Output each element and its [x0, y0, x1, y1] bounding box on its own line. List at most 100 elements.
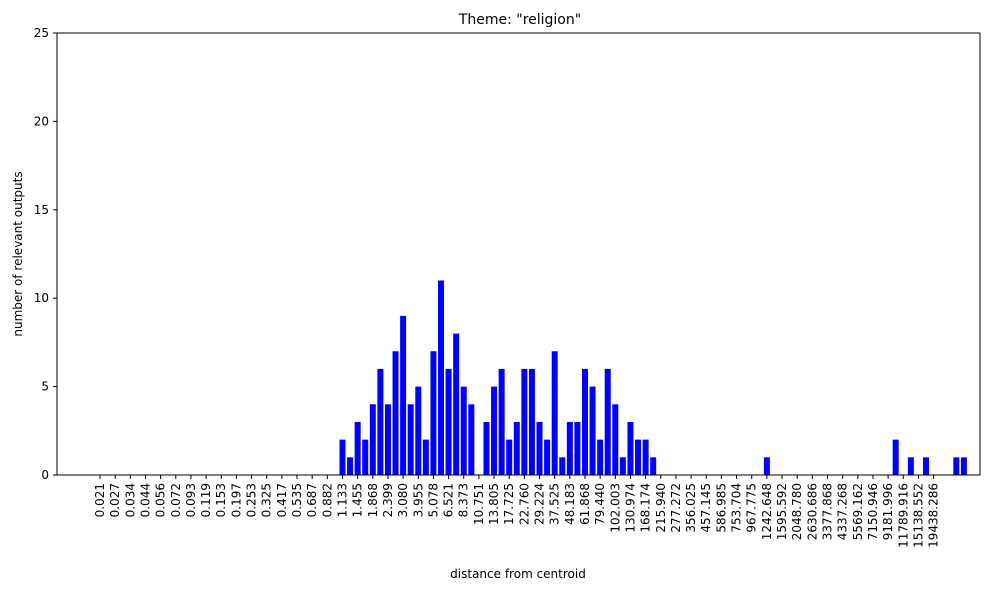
bar [354, 421, 361, 475]
x-tick-label: 13.805 [487, 483, 501, 525]
x-tick-label: 19438.286 [927, 483, 941, 548]
x-tick-label: 0.253 [245, 483, 259, 517]
x-tick-label: 2630.686 [805, 483, 819, 540]
bar [551, 351, 558, 475]
bar [400, 315, 407, 475]
x-tick-label: 22.760 [517, 483, 531, 525]
x-tick-label: 0.197 [229, 483, 243, 517]
x-tick-label: 3377.868 [820, 483, 834, 540]
x-tick-label: 15138.552 [911, 483, 925, 548]
y-tick-label: 20 [34, 114, 49, 128]
x-tick-label: 17.725 [502, 483, 516, 525]
x-tick-label: 4337.268 [836, 483, 850, 540]
bar [453, 333, 460, 475]
x-tick-label: 9181.996 [881, 483, 895, 540]
bar [362, 439, 369, 475]
x-tick-label: 79.440 [593, 483, 607, 525]
x-tick-label: 0.072 [169, 483, 183, 517]
x-axis: 0.021 0.027 0.034 0.044 0.056 0.072 0.093 0.119… [93, 475, 941, 548]
bar [619, 457, 626, 475]
bar [907, 457, 914, 475]
x-tick-label: 967.775 [745, 483, 759, 533]
x-tick-label: 0.325 [260, 483, 274, 517]
bar [597, 439, 604, 475]
x-tick-label: 0.093 [184, 483, 198, 517]
y-tick-label: 25 [34, 26, 49, 40]
x-tick-label: 3.955 [411, 483, 425, 517]
bar [953, 457, 960, 475]
x-tick-label: 1.133 [335, 483, 349, 517]
x-tick-label: 7150.946 [866, 483, 880, 540]
x-tick-label: 5569.162 [851, 483, 865, 540]
x-tick-label: 168.174 [639, 483, 653, 533]
x-tick-label: 1.455 [351, 483, 365, 517]
bar [468, 404, 475, 475]
x-tick-label: 0.119 [199, 483, 213, 517]
plot-frame [56, 32, 981, 476]
bar [923, 457, 930, 475]
x-tick-label: 0.417 [275, 483, 289, 517]
x-tick-label: 753.704 [730, 483, 744, 533]
x-tick-label: 277.272 [669, 483, 683, 533]
bar [445, 368, 452, 475]
bars-group [339, 280, 967, 475]
x-tick-label: 5.078 [426, 483, 440, 517]
bar [438, 280, 445, 475]
x-tick-label: 0.056 [154, 483, 168, 517]
x-tick-label: 102.003 [608, 483, 622, 533]
bar [392, 351, 399, 475]
bar [415, 386, 422, 475]
x-tick-label: 130.974 [623, 483, 637, 533]
y-axis-label: number of relevant outputs [11, 171, 25, 336]
x-tick-label: 215.940 [654, 483, 668, 533]
x-tick-label: 8.373 [457, 483, 471, 517]
bar [574, 421, 581, 475]
bar [604, 368, 611, 475]
x-tick-label: 0.044 [138, 483, 152, 517]
y-tick-label: 0 [41, 468, 49, 482]
bar [347, 457, 354, 475]
x-tick-label: 61.868 [578, 483, 592, 525]
x-tick-label: 457.145 [699, 483, 713, 533]
y-tick-label: 10 [34, 291, 49, 305]
bar [369, 404, 376, 475]
x-tick-label: 0.021 [93, 483, 107, 517]
bar [627, 421, 634, 475]
x-tick-label: 0.535 [290, 483, 304, 517]
bar [642, 439, 649, 475]
bar [483, 421, 490, 475]
x-tick-label: 0.027 [108, 483, 122, 517]
bar [528, 368, 535, 475]
x-tick-label: 10.751 [472, 483, 486, 525]
bar [498, 368, 505, 475]
x-tick-label: 0.882 [320, 483, 334, 517]
bar [581, 368, 588, 475]
bar [384, 404, 391, 475]
x-tick-label: 48.183 [563, 483, 577, 525]
x-tick-label: 0.034 [123, 483, 137, 517]
bar [650, 457, 657, 475]
bar [422, 439, 429, 475]
bar [763, 457, 770, 475]
bar [960, 457, 967, 475]
x-tick-label: 1.868 [366, 483, 380, 517]
bar [536, 421, 543, 475]
bar [506, 439, 513, 475]
x-tick-label: 3.080 [396, 483, 410, 517]
bar [377, 368, 384, 475]
x-tick-label: 2048.780 [790, 483, 804, 540]
y-tick-label: 15 [34, 203, 49, 217]
bar [491, 386, 498, 475]
bar [589, 386, 596, 475]
x-axis-label: distance from centroid [450, 567, 586, 581]
bar [635, 439, 642, 475]
bar [407, 404, 414, 475]
bar [892, 439, 899, 475]
bar [430, 351, 437, 475]
chart-title: Theme: "religion" [458, 12, 581, 28]
y-axis: 0 5 10 15 20 25 [34, 26, 57, 482]
x-tick-label: 356.025 [684, 483, 698, 533]
bar [521, 368, 528, 475]
x-tick-label: 586.985 [714, 483, 728, 533]
